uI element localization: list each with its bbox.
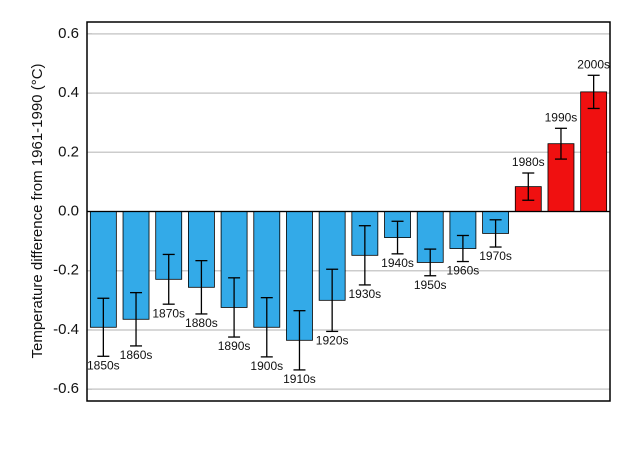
category-label: 1990s [545, 110, 578, 124]
bar [580, 91, 608, 212]
category-label: 1970s [479, 249, 512, 263]
y-tick-label: 0.0 [58, 202, 79, 219]
y-tick-label: -0.4 [53, 321, 79, 338]
y-tick-label: 0.6 [58, 25, 79, 42]
y-axis-label: Temperature difference from 1961-1990 (°… [29, 63, 46, 358]
category-label: 1900s [250, 359, 283, 373]
category-label: 1960s [447, 264, 480, 278]
y-tick-label: -0.2 [53, 262, 79, 279]
category-label: 1950s [414, 278, 447, 292]
category-label: 2000s [577, 57, 610, 71]
y-tick-label: 0.4 [58, 84, 79, 101]
category-label: 1860s [120, 348, 153, 362]
category-label: 1910s [283, 372, 316, 386]
category-label: 1930s [348, 287, 381, 301]
y-tick-label: 0.2 [58, 143, 79, 160]
category-label: 1980s [512, 155, 545, 169]
plot-frame [86, 21, 611, 402]
category-label: 1850s [87, 358, 120, 372]
category-label: 1920s [316, 334, 349, 348]
category-label: 1890s [218, 339, 251, 353]
y-tick-label: -0.6 [53, 380, 79, 397]
category-label: 1870s [152, 306, 185, 320]
category-label: 1880s [185, 316, 218, 330]
category-label: 1940s [381, 256, 414, 270]
